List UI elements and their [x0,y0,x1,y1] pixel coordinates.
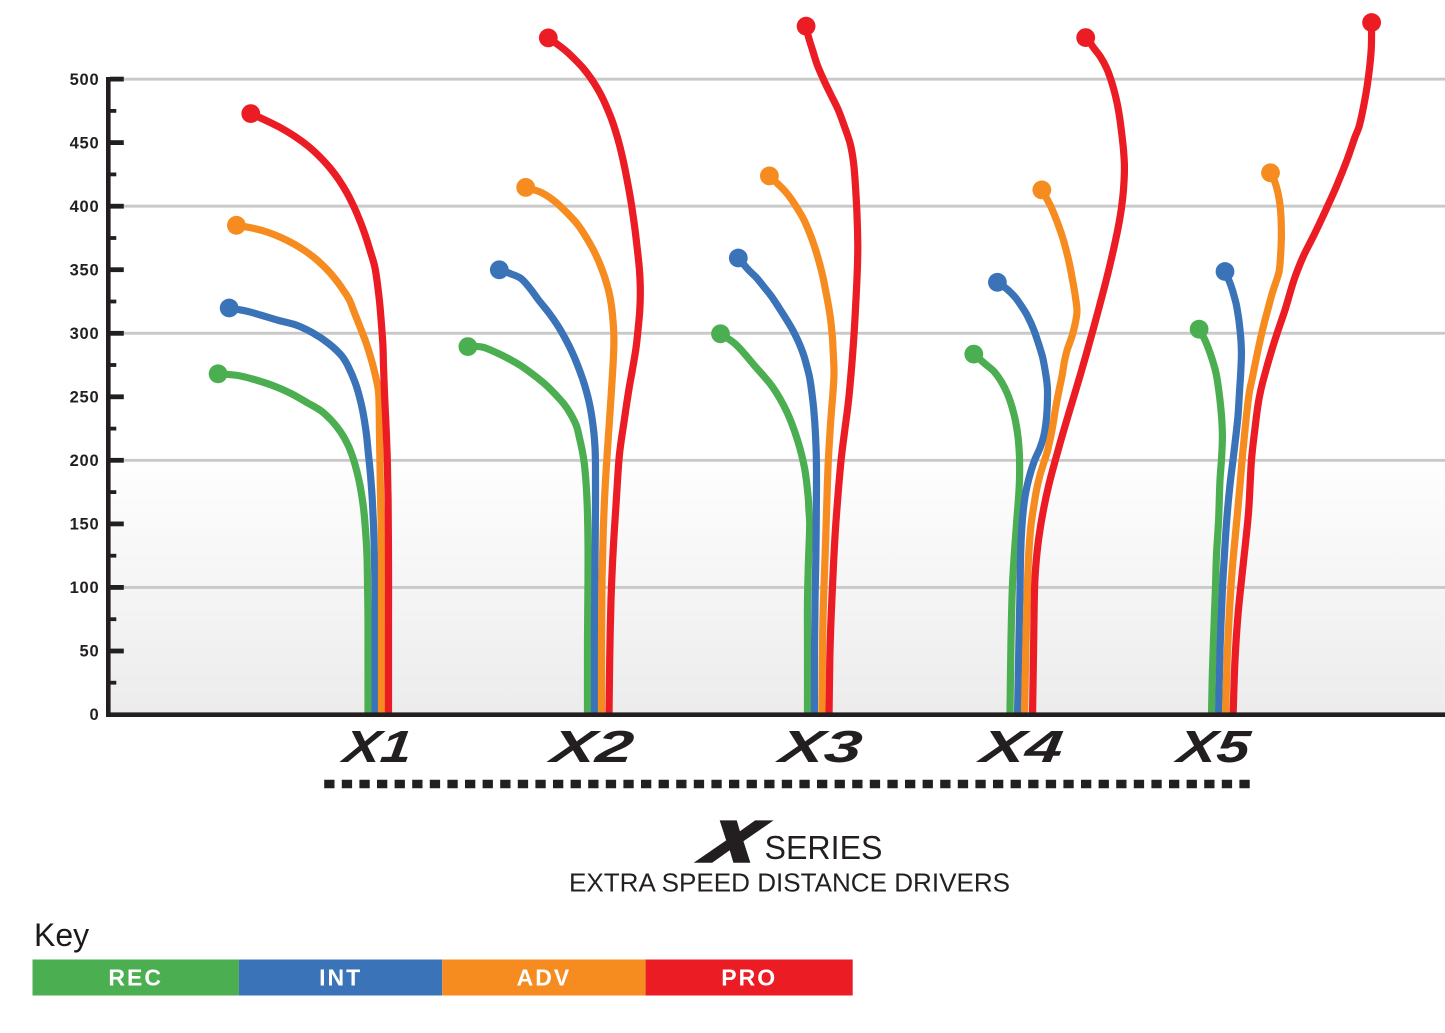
svg-text:300: 300 [70,325,100,343]
svg-text:250: 250 [70,389,100,407]
svg-text:Key: Key [34,917,89,953]
svg-text:100: 100 [70,579,100,597]
svg-text:400: 400 [70,198,100,216]
svg-text:X2: X2 [544,721,637,772]
svg-text:X1: X1 [337,721,415,772]
svg-text:PRO: PRO [721,965,777,991]
svg-text:50: 50 [80,643,100,661]
svg-text:REC: REC [108,965,163,991]
svg-text:X4: X4 [973,721,1066,772]
svg-text:0: 0 [90,706,100,724]
svg-text:450: 450 [70,134,100,152]
svg-text:X5: X5 [1171,721,1254,772]
svg-text:X3: X3 [772,721,865,772]
svg-text:EXTRA SPEED DISTANCE DRIVERS: EXTRA SPEED DISTANCE DRIVERS [569,868,1010,898]
svg-text:350: 350 [70,261,100,279]
svg-text:200: 200 [70,452,100,470]
svg-text:150: 150 [70,516,100,534]
svg-text:SERIES: SERIES [765,830,883,867]
svg-text:500: 500 [70,71,100,89]
svg-text:INT: INT [319,965,362,991]
svg-text:ADV: ADV [517,965,572,991]
